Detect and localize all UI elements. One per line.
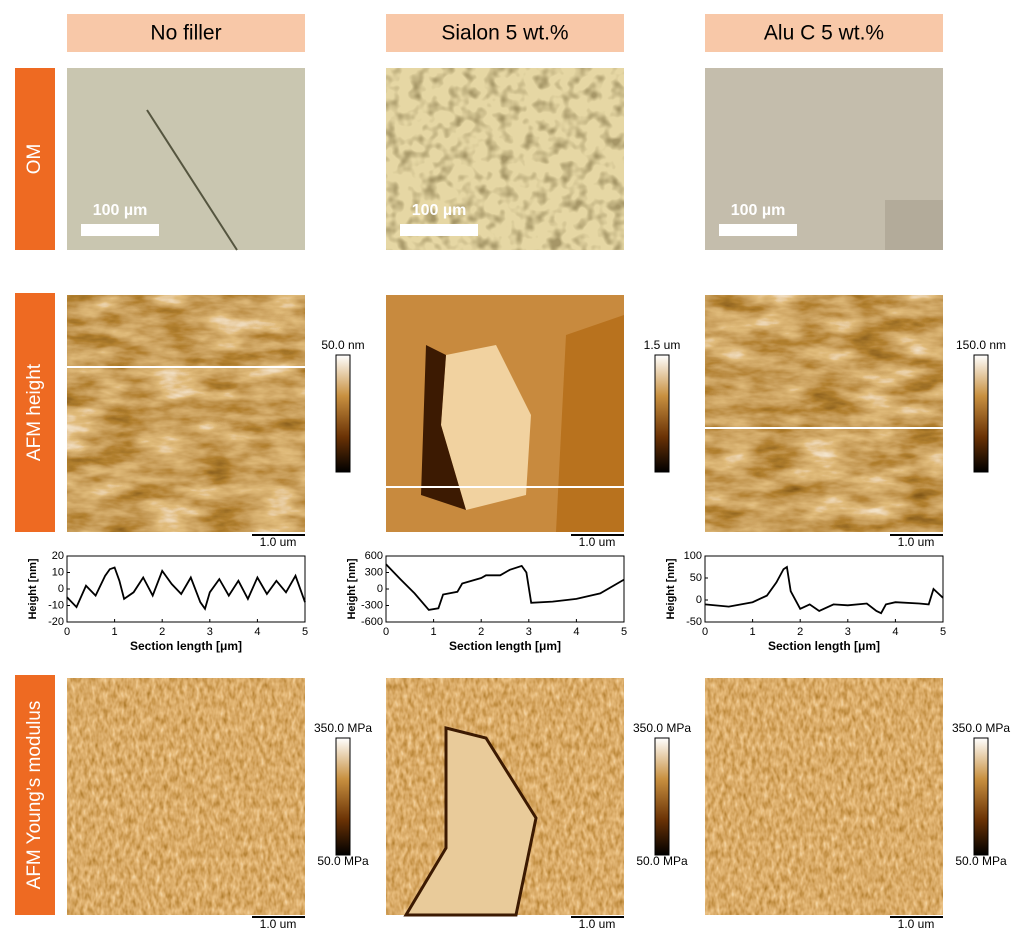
x-tick-label: 4	[892, 626, 898, 638]
y-axis-label: Height [nm]	[665, 558, 677, 619]
height-colorbar	[655, 355, 669, 472]
x-tick-label: 5	[940, 626, 946, 638]
om-scale-label: 100 µm	[93, 202, 148, 219]
y-tick-label: 0	[58, 583, 64, 595]
modulus-scale-label: 1.0 um	[898, 917, 935, 931]
y-axis-label: Height [nm]	[346, 558, 358, 619]
y-tick-label: 0	[696, 594, 702, 606]
x-tick-label: 2	[478, 626, 484, 638]
x-tick-label: 1	[750, 626, 756, 638]
om-scale-label: 100 µm	[731, 202, 786, 219]
modulus-scale-label: 1.0 um	[260, 917, 297, 931]
x-tick-label: 5	[621, 626, 627, 638]
row-label: AFM Young’s modulus	[24, 701, 45, 890]
height-range-label: 50.0 nm	[321, 338, 364, 352]
modulus-scale-label: 1.0 um	[579, 917, 616, 931]
modulus-max-label: 350.0 MPa	[633, 721, 691, 735]
afm-height-image	[705, 295, 943, 532]
afm-modulus-image	[67, 678, 305, 915]
y-axis-label: Height [nm]	[27, 558, 39, 619]
column-header: No filler	[150, 22, 221, 45]
x-tick-label: 2	[159, 626, 165, 638]
om-shade	[885, 200, 943, 250]
x-tick-label: 0	[383, 626, 389, 638]
plot-frame	[67, 556, 305, 622]
row-label: AFM height	[24, 363, 45, 461]
modulus-colorbar	[336, 738, 350, 855]
x-axis-label: Section length [μm]	[130, 639, 242, 653]
afm-height-image	[67, 295, 305, 532]
height-colorbar	[974, 355, 988, 472]
modulus-colorbar	[655, 738, 669, 855]
y-tick-label: -20	[48, 616, 64, 628]
height-profile	[67, 568, 305, 609]
modulus-min-label: 50.0 MPa	[955, 854, 1007, 868]
row-label: OM	[24, 144, 45, 175]
y-tick-label: -10	[48, 599, 64, 611]
afm-scale-label: 1.0 um	[260, 535, 297, 549]
y-tick-label: 600	[365, 550, 383, 562]
plot-frame	[705, 556, 943, 622]
y-tick-label: -50	[686, 616, 702, 628]
y-tick-label: 300	[365, 566, 383, 578]
column-header: Sialon 5 wt.%	[441, 22, 568, 45]
x-tick-label: 1	[112, 626, 118, 638]
om-scale-bar	[81, 224, 159, 236]
modulus-max-label: 350.0 MPa	[952, 721, 1010, 735]
y-tick-label: -300	[361, 599, 383, 611]
modulus-min-label: 50.0 MPa	[317, 854, 369, 868]
x-tick-label: 4	[254, 626, 260, 638]
y-tick-label: 50	[690, 572, 702, 584]
height-range-label: 150.0 nm	[956, 338, 1006, 352]
column-header: Alu C 5 wt.%	[764, 22, 884, 45]
x-tick-label: 0	[64, 626, 70, 638]
om-image	[67, 68, 305, 250]
x-tick-label: 3	[207, 626, 213, 638]
afm-scale-label: 1.0 um	[898, 535, 935, 549]
x-axis-label: Section length [μm]	[768, 639, 880, 653]
om-scale-label: 100 µm	[412, 202, 467, 219]
om-texture	[386, 68, 624, 250]
om-scale-bar	[719, 224, 797, 236]
om-scale-bar	[400, 224, 478, 236]
afm-modulus-image	[705, 678, 943, 915]
plot-frame	[386, 556, 624, 622]
x-tick-label: 3	[845, 626, 851, 638]
x-tick-label: 4	[573, 626, 579, 638]
y-tick-label: 20	[52, 550, 64, 562]
height-profile	[705, 567, 943, 613]
modulus-min-label: 50.0 MPa	[636, 854, 688, 868]
y-tick-label: 10	[52, 566, 64, 578]
x-tick-label: 0	[702, 626, 708, 638]
x-tick-label: 5	[302, 626, 308, 638]
x-tick-label: 1	[431, 626, 437, 638]
y-tick-label: -600	[361, 616, 383, 628]
modulus-max-label: 350.0 MPa	[314, 721, 372, 735]
height-range-label: 1.5 um	[644, 338, 681, 352]
crystal-face	[556, 315, 624, 532]
height-profile	[386, 564, 624, 610]
x-axis-label: Section length [μm]	[449, 639, 561, 653]
x-tick-label: 2	[797, 626, 803, 638]
figure: No filler Sialon 5 wt.% Alu C 5 wt.% OM AFM …	[0, 0, 1028, 931]
modulus-colorbar	[974, 738, 988, 855]
x-tick-label: 3	[526, 626, 532, 638]
afm-scale-label: 1.0 um	[579, 535, 616, 549]
height-colorbar	[336, 355, 350, 472]
y-tick-label: 0	[377, 583, 383, 595]
y-tick-label: 100	[684, 550, 702, 562]
